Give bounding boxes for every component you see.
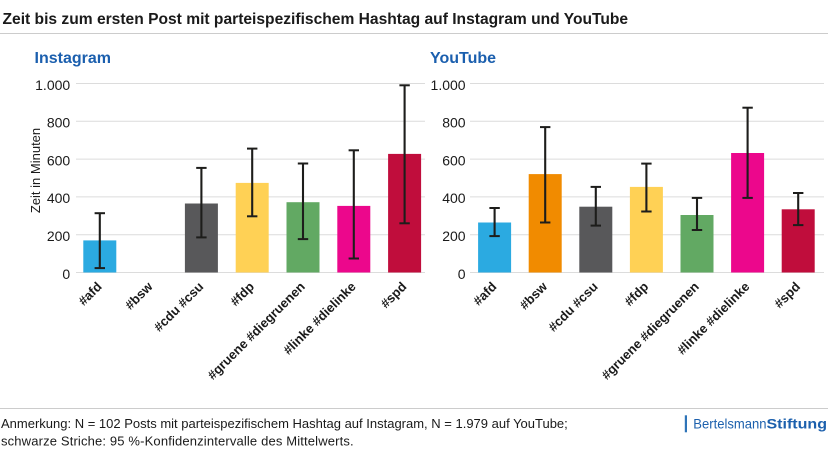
svg-text:Stiftung: Stiftung [767, 416, 828, 431]
svg-text:600: 600 [47, 152, 71, 168]
svg-text:600: 600 [442, 152, 466, 168]
svg-text:400: 400 [442, 190, 466, 206]
svg-text:200: 200 [442, 228, 466, 244]
svg-text:800: 800 [47, 115, 71, 131]
svg-text:Instagram: Instagram [35, 50, 111, 67]
svg-text:Zeit in Minuten: Zeit in Minuten [28, 128, 43, 213]
svg-text:800: 800 [442, 115, 466, 131]
svg-text:1.000: 1.000 [431, 77, 466, 93]
svg-text:0: 0 [458, 266, 466, 282]
svg-text:YouTube: YouTube [430, 50, 496, 67]
svg-text:schwarze Striche: 95 %-Konfide: schwarze Striche: 95 %-Konfidenzinterval… [1, 433, 354, 448]
svg-text:0: 0 [62, 266, 70, 282]
svg-text:Anmerkung: N = 102 Posts mit p: Anmerkung: N = 102 Posts mit parteispezi… [1, 416, 568, 431]
svg-text:Bertelsmann: Bertelsmann [693, 416, 766, 431]
svg-text:Zeit bis zum ersten Post mit p: Zeit bis zum ersten Post mit parteispezi… [3, 11, 629, 28]
svg-text:200: 200 [47, 228, 71, 244]
svg-text:1.000: 1.000 [35, 77, 70, 93]
svg-text:400: 400 [47, 190, 71, 206]
